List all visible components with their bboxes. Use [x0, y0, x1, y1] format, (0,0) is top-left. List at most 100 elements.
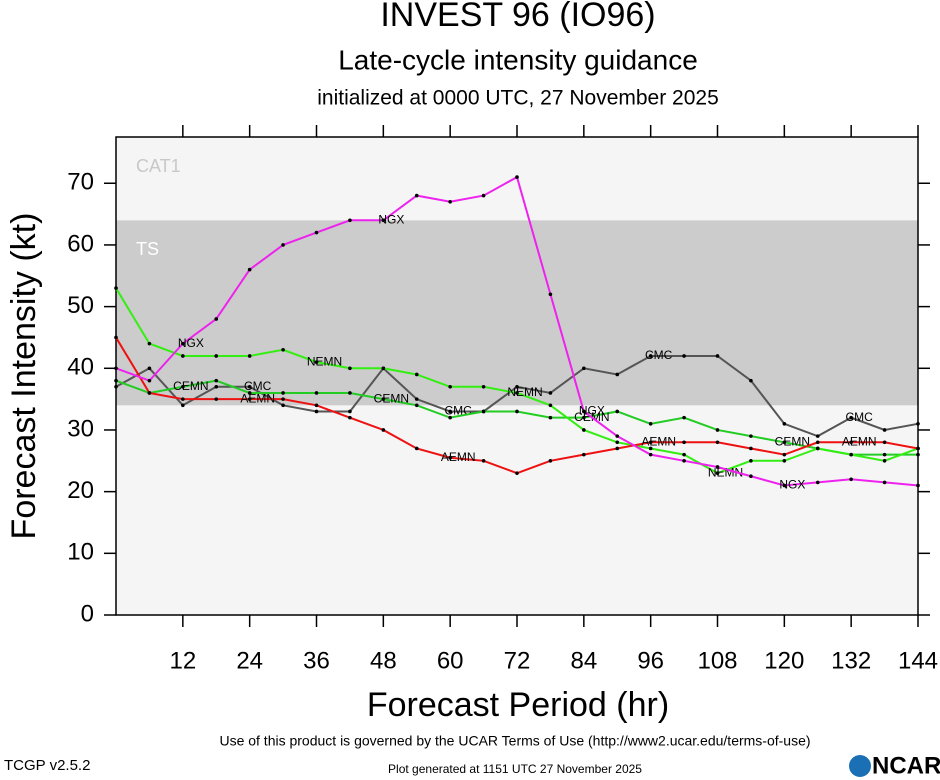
- data-point: [348, 415, 352, 420]
- x-axis-label: Forecast Period (hr): [367, 686, 669, 724]
- data-point: [882, 440, 887, 445]
- data-point: [114, 286, 118, 290]
- data-point: [348, 366, 352, 371]
- data-point: [515, 175, 519, 179]
- y-tick-label: 0: [81, 600, 94, 627]
- series-label: NGX: [779, 478, 805, 492]
- data-point: [615, 440, 620, 445]
- data-point: [214, 378, 219, 383]
- series-label: NGX: [378, 212, 404, 226]
- data-point: [515, 409, 519, 414]
- data-point: [247, 354, 252, 358]
- series-label: CEMN: [374, 391, 409, 405]
- series-label: CMC: [645, 348, 673, 362]
- y-tick-label: 50: [67, 292, 94, 319]
- x-tick-label: 24: [236, 647, 263, 674]
- data-point: [849, 452, 853, 457]
- series-label: CMC: [846, 410, 874, 424]
- data-point: [414, 397, 419, 401]
- x-tick-label: 36: [303, 647, 330, 674]
- y-tick-label: 10: [67, 539, 94, 566]
- series-label: NEMN: [507, 385, 542, 399]
- data-point: [381, 366, 386, 371]
- data-point: [181, 403, 185, 408]
- y-tick-label: 70: [67, 169, 94, 196]
- chart-title: INVEST 96 (IO96): [380, 0, 655, 34]
- data-point: [481, 409, 486, 414]
- x-tick-label: 60: [437, 647, 464, 674]
- data-point: [181, 354, 185, 358]
- data-point: [181, 384, 185, 389]
- data-point: [749, 459, 753, 463]
- data-point: [882, 452, 887, 457]
- data-point: [515, 391, 519, 395]
- data-point: [381, 218, 386, 223]
- data-point: [548, 403, 553, 408]
- data-point: [782, 483, 787, 488]
- data-point: [548, 292, 553, 297]
- data-point: [314, 360, 319, 364]
- data-point: [314, 403, 319, 408]
- series-label: NEMN: [307, 354, 342, 368]
- x-tick-label: 72: [504, 647, 531, 674]
- data-point: [749, 378, 753, 383]
- data-point: [715, 440, 720, 445]
- data-point: [515, 384, 519, 389]
- data-point: [715, 354, 720, 358]
- data-point: [414, 403, 419, 408]
- data-point: [147, 341, 152, 346]
- x-tick-label: 96: [637, 647, 664, 674]
- data-point: [648, 446, 653, 451]
- data-point: [715, 428, 720, 432]
- data-point: [916, 446, 920, 451]
- data-point: [214, 384, 219, 389]
- data-point: [281, 391, 285, 395]
- data-point: [348, 218, 352, 223]
- logo: NCAR: [872, 752, 940, 779]
- data-point: [782, 422, 787, 426]
- data-point: [247, 391, 252, 395]
- y-axis-label: Forecast Intensity (kt): [5, 213, 43, 540]
- chart-caption: initialized at 0000 UTC, 27 November 202…: [317, 87, 719, 110]
- data-point: [615, 434, 620, 438]
- series-label: AEMN: [641, 434, 676, 448]
- data-point: [381, 428, 386, 432]
- data-point: [414, 446, 419, 451]
- data-point: [782, 459, 787, 463]
- y-tick-label: 40: [67, 354, 94, 381]
- data-point: [381, 397, 386, 401]
- data-point: [281, 347, 285, 352]
- data-point: [849, 440, 853, 445]
- data-point: [582, 415, 586, 420]
- y-tick-label: 30: [67, 415, 94, 442]
- data-point: [648, 354, 653, 358]
- data-point: [181, 341, 185, 346]
- data-point: [481, 193, 486, 198]
- data-point: [815, 434, 820, 438]
- data-point: [548, 459, 553, 463]
- version: TCGP v2.5.2: [4, 757, 90, 774]
- data-point: [247, 267, 252, 272]
- data-point: [682, 452, 686, 457]
- intensity-band: [116, 220, 918, 406]
- data-point: [281, 243, 285, 247]
- data-point: [882, 480, 887, 485]
- data-point: [214, 397, 219, 401]
- data-point: [114, 366, 118, 371]
- data-point: [114, 384, 118, 389]
- data-point: [214, 354, 219, 358]
- x-tick-label: 144: [898, 647, 938, 674]
- data-point: [648, 452, 653, 457]
- data-point: [515, 471, 519, 475]
- data-point: [247, 384, 252, 389]
- data-point: [114, 335, 118, 340]
- series-label: AEMN: [441, 450, 476, 464]
- data-point: [147, 366, 152, 371]
- band-label: CAT1: [136, 156, 181, 176]
- data-point: [414, 372, 419, 377]
- data-point: [582, 428, 586, 432]
- x-tick-label: 48: [370, 647, 397, 674]
- data-point: [916, 422, 920, 426]
- data-point: [615, 372, 620, 377]
